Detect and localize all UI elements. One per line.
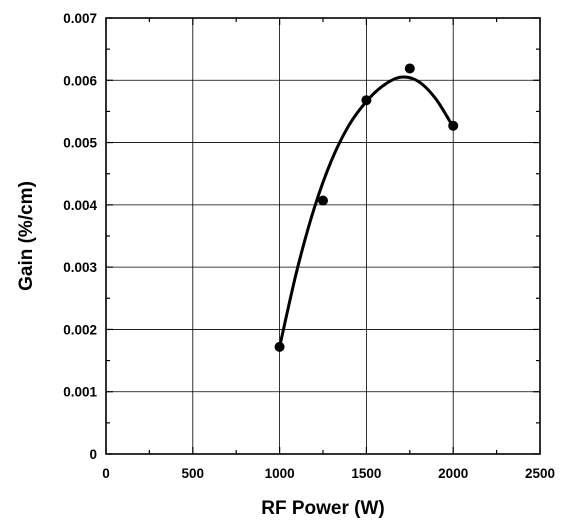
x-tick-label: 2500 bbox=[525, 466, 555, 481]
x-tick-label: 0 bbox=[102, 466, 110, 481]
y-tick-label: 0 bbox=[89, 447, 97, 462]
x-tick-labels: 0 500 1000 1500 2000 2500 bbox=[102, 466, 555, 481]
y-tick-labels: 0 0.001 0.002 0.003 0.004 0.005 0.006 0.007 bbox=[63, 11, 97, 462]
x-tick-label: 1500 bbox=[351, 466, 381, 481]
data-point bbox=[404, 63, 415, 74]
y-tick-label: 0.005 bbox=[63, 136, 97, 151]
y-tick-label: 0.001 bbox=[63, 385, 97, 400]
grid bbox=[105, 17, 541, 455]
y-tick-label: 0.006 bbox=[63, 73, 97, 88]
y-axis-title: Gain (%/cm) bbox=[16, 181, 37, 291]
y-tick-label: 0.004 bbox=[63, 198, 97, 213]
data-point bbox=[274, 341, 285, 352]
x-tick-label: 2000 bbox=[438, 466, 468, 481]
data-point bbox=[448, 120, 459, 131]
ticks bbox=[105, 17, 541, 455]
data-point bbox=[361, 95, 372, 106]
y-tick-label: 0.002 bbox=[63, 322, 97, 337]
plot-frame bbox=[105, 17, 541, 455]
y-tick-label: 0.003 bbox=[63, 260, 97, 275]
x-axis-title: RF Power (W) bbox=[261, 498, 385, 519]
data-point bbox=[318, 195, 328, 206]
data-points bbox=[274, 63, 459, 352]
x-tick-label: 1000 bbox=[265, 466, 295, 481]
x-tick-label: 500 bbox=[182, 466, 205, 481]
y-tick-label: 0.007 bbox=[63, 11, 97, 26]
